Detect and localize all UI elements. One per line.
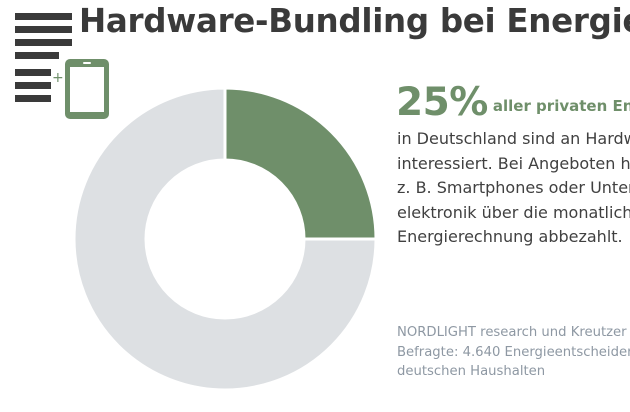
page-title: Hardware-Bundling bei Energiever [79, 2, 630, 40]
body-text-line: interessiert. Bei Angeboten hi [397, 153, 630, 173]
headline: 25%aller privaten Ener [396, 80, 630, 125]
body-text-line: elektronik über die monatlich [397, 202, 630, 222]
headline-text: aller privaten Ener [492, 97, 630, 115]
body-text: in Deutschland sind an Hardw interessiert… [397, 127, 630, 250]
document-plus-tablet-icon: + [15, 13, 109, 119]
body-text-line: Energierechnung abbezahlt. [397, 227, 623, 246]
body-text-line: in Deutschland sind an Hardw [397, 129, 630, 148]
donut-slice-rest [72, 86, 378, 392]
donut-chart [72, 86, 378, 392]
source-line: NORDLIGHT research und Kreutzer [397, 325, 627, 340]
source-line: Befragte: 4.640 Energieentscheider [397, 344, 630, 360]
source-note: NORDLIGHT research und Kreutzer Befragte:… [397, 323, 630, 382]
plus-icon: + [52, 70, 64, 86]
body-text-line: z. B. Smartphones oder Unter [397, 178, 630, 197]
donut-slice-highlight [223, 86, 378, 241]
headline-value: 25% [396, 80, 488, 125]
source-line: deutschen Haushalten [397, 364, 546, 379]
